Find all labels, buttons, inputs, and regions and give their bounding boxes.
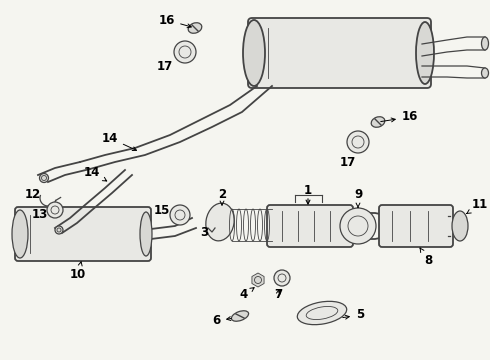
Ellipse shape (297, 301, 347, 325)
Text: 15: 15 (154, 203, 170, 216)
Ellipse shape (482, 37, 489, 50)
Text: 3: 3 (200, 225, 208, 238)
Text: 17: 17 (340, 156, 356, 168)
Circle shape (170, 205, 190, 225)
Text: 13: 13 (32, 208, 48, 221)
Ellipse shape (452, 211, 468, 241)
Text: 14: 14 (101, 131, 137, 150)
FancyBboxPatch shape (15, 207, 151, 261)
Text: 6: 6 (212, 315, 231, 328)
Text: 9: 9 (354, 189, 362, 207)
Text: 7: 7 (274, 288, 282, 302)
Ellipse shape (12, 210, 28, 258)
Circle shape (274, 270, 290, 286)
Circle shape (174, 41, 196, 63)
Text: 4: 4 (240, 288, 254, 302)
Ellipse shape (416, 22, 434, 84)
Ellipse shape (40, 174, 49, 183)
Ellipse shape (140, 212, 152, 256)
Circle shape (47, 202, 63, 218)
Text: 12: 12 (25, 188, 41, 201)
Text: 11: 11 (466, 198, 488, 213)
FancyBboxPatch shape (248, 18, 431, 88)
Circle shape (340, 208, 376, 244)
Text: 1: 1 (304, 184, 312, 197)
Ellipse shape (482, 68, 489, 78)
Text: 5: 5 (343, 309, 364, 321)
Text: 14: 14 (84, 166, 107, 181)
FancyBboxPatch shape (267, 205, 353, 247)
Text: 8: 8 (420, 248, 432, 266)
Ellipse shape (188, 23, 202, 33)
Text: 2: 2 (218, 189, 226, 205)
Text: 17: 17 (157, 60, 173, 73)
Ellipse shape (55, 226, 63, 234)
Ellipse shape (231, 311, 248, 321)
Circle shape (347, 131, 369, 153)
Text: 10: 10 (70, 262, 86, 282)
Ellipse shape (206, 203, 234, 241)
FancyBboxPatch shape (379, 205, 453, 247)
Ellipse shape (371, 117, 385, 127)
Text: 16: 16 (381, 111, 418, 123)
Text: 16: 16 (159, 13, 191, 28)
Ellipse shape (243, 20, 265, 86)
